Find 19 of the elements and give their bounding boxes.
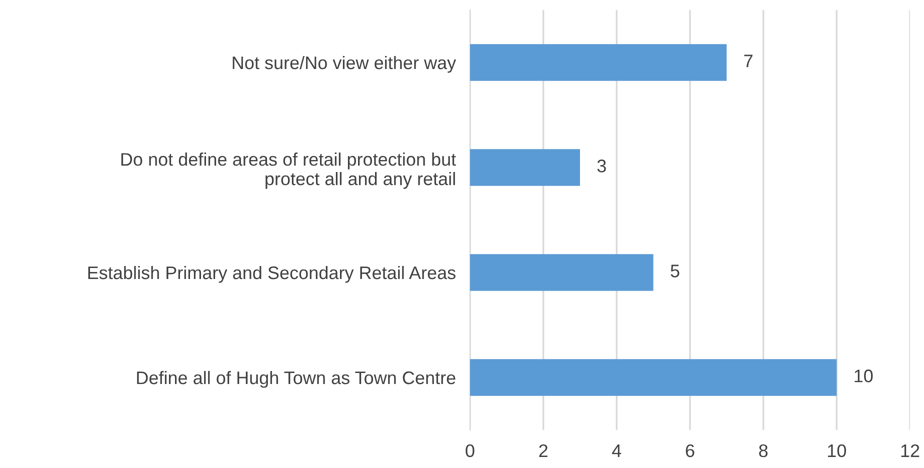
x-tick-label: 0 <box>466 444 474 458</box>
x-tick-label: 6 <box>686 444 694 458</box>
data-label: 10 <box>854 370 873 382</box>
data-label: 7 <box>744 54 752 68</box>
x-tick-label: 4 <box>612 444 622 457</box>
y-tick-label: Define all of Hugh Town as Town Centre <box>137 370 456 388</box>
data-label: 5 <box>670 264 680 278</box>
x-tick-label: 10 <box>828 444 846 458</box>
bar <box>470 359 837 396</box>
y-tick-label: Not sure/No view either way <box>232 56 456 73</box>
y-tick-label: Do not define areas of retail protection but protect all and any retail <box>121 152 456 189</box>
x-tick-label: 8 <box>759 444 768 458</box>
bar <box>470 44 727 81</box>
bar <box>470 149 580 186</box>
bar <box>470 254 654 291</box>
y-tick-label: Establish Primary and Secondary Retail Areas <box>88 266 456 283</box>
x-tick-label: 2 <box>539 444 548 457</box>
data-label: 3 <box>597 160 606 172</box>
x-tick-label: 12 <box>901 444 920 457</box>
